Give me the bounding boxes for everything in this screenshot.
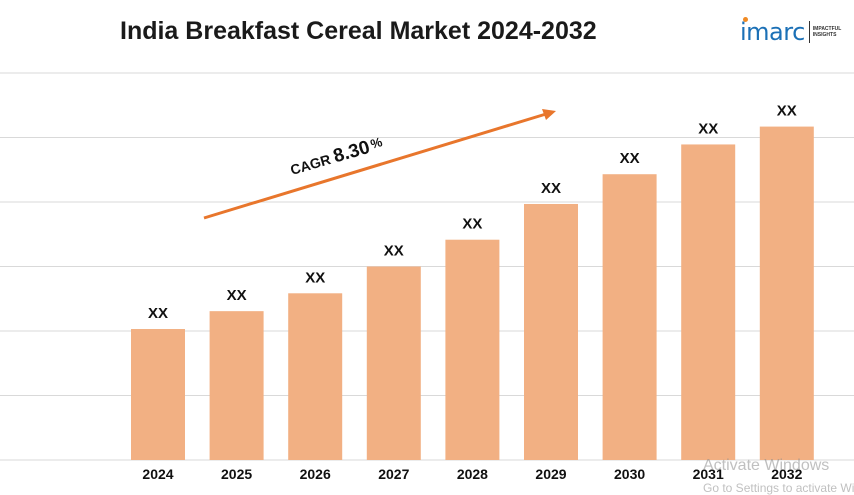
imarc-logo: imarc IMPACTFUL INSIGHTS: [740, 12, 843, 52]
bar: [131, 329, 185, 460]
chart-title: India Breakfast Cereal Market 2024-2032: [120, 17, 597, 45]
bar: [288, 293, 343, 460]
cagr-arrow-head: [542, 109, 556, 120]
activate-windows-hint: Go to Settings to activate Windows.: [703, 481, 854, 495]
data-label: XX: [541, 180, 561, 197]
data-label: XX: [305, 269, 325, 286]
x-tick-label: 2032: [771, 466, 802, 482]
cagr-annotation: CAGR 8.30%: [288, 133, 386, 180]
cagr-prefix: CAGR: [288, 150, 336, 178]
data-label: XX: [620, 150, 640, 167]
data-label: XX: [148, 305, 168, 322]
x-tick-label: 2024: [142, 466, 173, 482]
data-label: XX: [698, 120, 718, 137]
cagr-value: 8.30: [331, 137, 372, 167]
bar: [209, 311, 264, 460]
bar: [445, 239, 500, 460]
x-tick-label: 2027: [378, 466, 409, 482]
bar: [524, 203, 578, 460]
x-tick-label: 2029: [535, 466, 566, 482]
x-tick-label: 2028: [457, 466, 488, 482]
logo-dot: [743, 17, 748, 22]
logo-word-text: imarc: [740, 18, 805, 46]
data-label: XX: [777, 103, 797, 120]
data-label: XX: [384, 243, 404, 260]
bar: [681, 144, 736, 460]
bar: [759, 126, 814, 460]
data-label: XX: [462, 216, 482, 233]
data-label: XX: [227, 287, 247, 304]
logo-tagline: IMPACTFUL INSIGHTS: [812, 26, 842, 38]
logo-divider: [808, 21, 810, 43]
x-tick-label: 2025: [221, 466, 252, 482]
cagr-suffix: %: [369, 134, 385, 152]
logo-wordmark: imarc: [740, 17, 805, 46]
activate-windows-watermark: Activate Windows: [703, 457, 830, 474]
bar: [602, 174, 657, 460]
x-tick-label: 2030: [614, 466, 645, 482]
cagr-arrow-line: [203, 112, 547, 220]
x-tick-label: 2031: [693, 466, 724, 482]
x-tick-label: 2026: [300, 466, 331, 482]
bar: [366, 266, 421, 460]
